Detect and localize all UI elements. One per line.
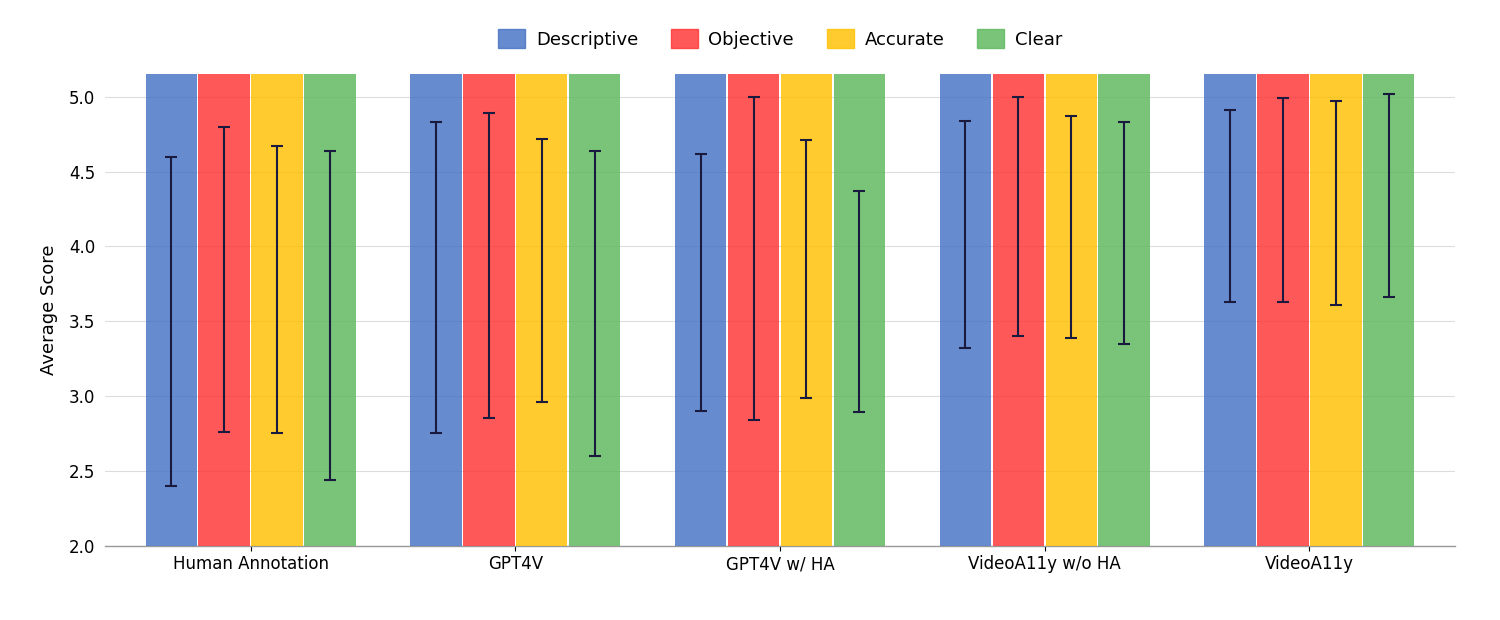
- Bar: [568, 4, 621, 546]
- Bar: [1098, 0, 1150, 546]
- Legend: Descriptive, Objective, Accurate, Clear: Descriptive, Objective, Accurate, Clear: [490, 22, 1070, 56]
- Bar: [1310, 0, 1362, 546]
- Bar: [993, 0, 1044, 546]
- Bar: [516, 0, 567, 546]
- Bar: [1257, 0, 1308, 546]
- Bar: [834, 2, 885, 546]
- Bar: [252, 0, 303, 546]
- Bar: [728, 0, 778, 546]
- Bar: [1046, 0, 1096, 546]
- Bar: [782, 0, 832, 546]
- Bar: [1204, 0, 1255, 546]
- Bar: [146, 22, 196, 546]
- Bar: [1364, 0, 1414, 546]
- Bar: [410, 0, 462, 546]
- Bar: [675, 0, 726, 546]
- Bar: [198, 0, 250, 546]
- Y-axis label: Average Score: Average Score: [40, 245, 58, 375]
- Bar: [464, 0, 514, 546]
- Bar: [939, 0, 992, 546]
- Bar: [304, 16, 355, 546]
